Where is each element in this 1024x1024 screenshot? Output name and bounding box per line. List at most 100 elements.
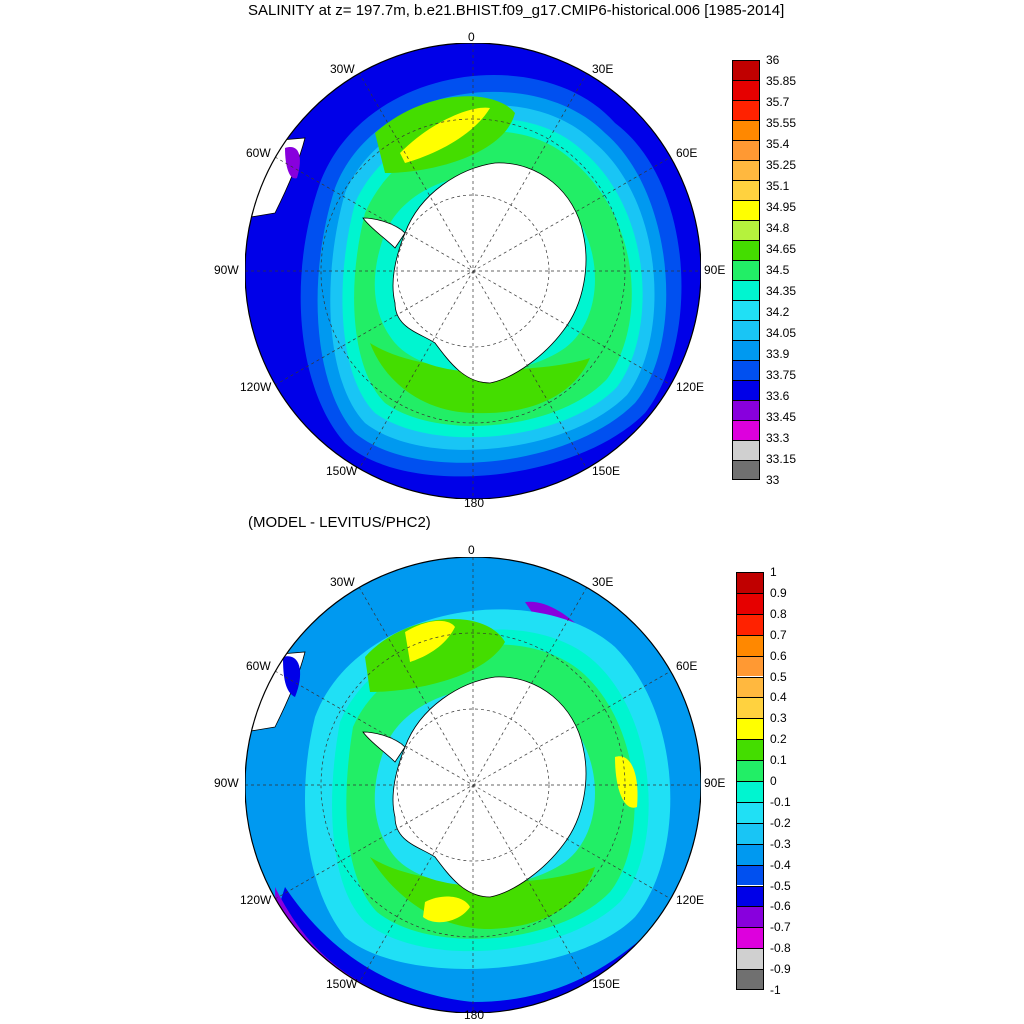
colorbar-swatch (736, 927, 764, 949)
colorbar-tick-label: -0.9 (770, 962, 791, 977)
colorbar-swatch (732, 440, 760, 460)
lon-label-60w: 60W (246, 659, 271, 673)
colorbar-tick-label: 33 (766, 473, 780, 487)
band-0.3-east (615, 756, 638, 808)
colorbar-tick-label: 0.8 (770, 606, 787, 621)
lon-label-30e: 30E (592, 62, 614, 76)
lon-label-30w: 30W (330, 575, 355, 589)
lon-label-90e: 90E (704, 776, 726, 790)
antarctic-peninsula (362, 731, 406, 763)
colorbar-swatch (732, 420, 760, 440)
map-title-bottom: (MODEL - LEVITUS/PHC2) (248, 514, 431, 531)
colorbar-tick-label: 0.7 (770, 627, 787, 642)
band-34.95-north (400, 107, 490, 163)
colorbar-tick-label: 33.3 (766, 431, 790, 445)
band-0.3-south (423, 896, 470, 923)
colorbar-swatch (732, 120, 760, 140)
colorbar-tick-label: -0.4 (770, 857, 791, 872)
colorbar-swatch (732, 260, 760, 280)
colorbar-top: 36 35.85 35.7 35.55 35.4 35.25 35.1 34.95 34.8 34… (732, 53, 812, 487)
colorbar-tick-label: -0.8 (770, 941, 791, 956)
colorbar-swatch (736, 676, 764, 698)
colorbar-swatch (732, 220, 760, 240)
colorbar-swatch (732, 280, 760, 300)
colorbar-swatch (736, 906, 764, 928)
colorbar-frame (736, 572, 764, 990)
colorbar-swatch (736, 885, 764, 907)
map-title-top: SALINITY at z= 197.7m, b.e21.BHIST.f09_g… (248, 2, 785, 19)
colorbar-swatch (736, 864, 764, 886)
lon-label-30w: 30W (330, 62, 355, 76)
lon-label-120e: 120E (676, 380, 705, 394)
colorbar-tick-label: 0.1 (770, 753, 787, 768)
colorbar-tick-label: -1 (770, 983, 781, 997)
colorbar-tick-label: 34.35 (766, 284, 797, 298)
lon-label-90e: 90E (704, 263, 726, 277)
colorbar-tick-label: 35.4 (766, 137, 790, 151)
lon-label-30e: 30E (592, 575, 614, 589)
colorbar-tick-label: 33.75 (766, 368, 797, 382)
colorbar-tick-label: 33.15 (766, 452, 797, 466)
colorbar-swatch (736, 801, 764, 823)
colorbar-tick-label: 35.85 (766, 74, 797, 88)
lon-label-90w: 90W (214, 776, 239, 790)
colorbar-tick-label: -0.3 (770, 836, 791, 851)
colorbar-tick-label: 0.5 (770, 669, 787, 684)
colorbar-swatch (732, 340, 760, 360)
colorbar-tick-label: 33.6 (766, 389, 790, 403)
colorbar-tick-label: 33.9 (766, 347, 790, 361)
colorbar-tick-label: 35.7 (766, 95, 790, 109)
colorbar-swatch (732, 160, 760, 180)
south-america-fresh-patch (285, 147, 300, 179)
colorbar-tick-label: 1 (770, 565, 777, 579)
colorbar-tick-label: 34.05 (766, 326, 797, 340)
colorbar-tick-label: 34.65 (766, 242, 797, 256)
colorbar-swatch (736, 969, 764, 990)
colorbar-bottom: 1 0.9 0.8 0.7 0.6 0.5 0.4 0.3 0.2 0.1 0 -0.1 -0.2 -0.… (736, 565, 816, 997)
colorbar-tick-label: 33.45 (766, 410, 797, 424)
colorbar-swatch (736, 613, 764, 635)
colorbar-swatch (732, 300, 760, 320)
lon-label-60e: 60E (676, 659, 698, 673)
salinity-diff-map-bottom (245, 557, 701, 1013)
colorbar-swatch (732, 240, 760, 260)
colorbar-swatch (732, 180, 760, 200)
colorbar-tick-label: 36 (766, 53, 780, 67)
colorbar-tick-label: 0.4 (770, 690, 787, 705)
lon-label-120e: 120E (676, 893, 705, 907)
colorbar-swatch (732, 80, 760, 100)
colorbar-swatch (736, 781, 764, 802)
lon-label-60w: 60W (246, 146, 271, 160)
colorbar-frame (732, 60, 760, 480)
colorbar-tick-label: -0.1 (770, 794, 791, 809)
colorbar-swatch (732, 400, 760, 420)
band-0.3-north (405, 620, 455, 662)
lon-label-120w: 120W (240, 380, 272, 394)
lon-label-120w: 120W (240, 893, 272, 907)
colorbar-swatch (732, 360, 760, 380)
colorbar-tick-label: 35.25 (766, 158, 797, 172)
lon-label-150w: 150W (326, 464, 358, 478)
lon-label-150e: 150E (592, 464, 621, 478)
band-0.2-north (365, 619, 505, 692)
salinity-map-top (245, 43, 701, 499)
antarctica-landmass (392, 162, 587, 384)
colorbar-tick-label: -0.6 (770, 899, 791, 914)
lon-label-60e: 60E (676, 146, 698, 160)
colorbar-tick-label: 34.2 (766, 305, 790, 319)
lon-label-150w: 150W (326, 977, 358, 991)
lon-label-90w: 90W (214, 263, 239, 277)
colorbar-tick-label: -0.2 (770, 815, 791, 830)
colorbar-tick-label: 34.5 (766, 263, 790, 277)
colorbar-tick-label: 0.9 (770, 585, 787, 600)
colorbar-swatch (736, 634, 764, 656)
colorbar-tick-label: 35.55 (766, 116, 797, 130)
colorbar-swatch (736, 697, 764, 719)
colorbar-swatch (736, 843, 764, 865)
graticule (245, 557, 701, 1013)
colorbar-swatch (732, 200, 760, 220)
colorbar-tick-label: -0.5 (770, 878, 791, 893)
south-america-negative-patch (283, 656, 301, 697)
lon-label-0: 0 (468, 543, 475, 557)
colorbar-tick-label: 0 (770, 774, 777, 788)
